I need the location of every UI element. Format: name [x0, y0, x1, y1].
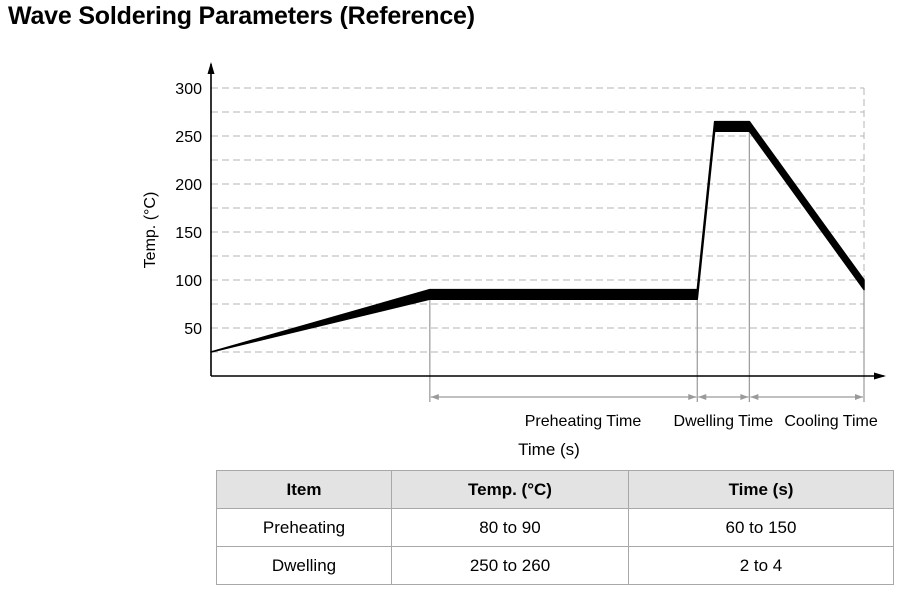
- grid-lines: [211, 87, 865, 376]
- x-axis-arrowhead: [874, 372, 886, 380]
- y-tick-label: 250: [175, 129, 202, 146]
- table-row: Dwelling 250 to 260 2 to 4: [216, 546, 894, 585]
- x-axis-label: Time (s): [518, 440, 580, 459]
- page-title: Wave Soldering Parameters (Reference): [8, 2, 475, 30]
- parameter-table: Item Temp. (°C) Time (s) Preheating 80 t…: [216, 470, 894, 585]
- phase-arrow-head: [430, 394, 439, 400]
- y-tick-label: 200: [175, 177, 202, 194]
- y-tick-label: 150: [175, 225, 202, 242]
- soldering-profile-chart: 50 100 150 200 250 300 Preheating Time Dwellin…: [142, 62, 886, 459]
- phase-guide-lines: [429, 131, 865, 402]
- table-header-row: Item Temp. (°C) Time (s): [216, 470, 894, 509]
- phase-arrow-head: [688, 394, 697, 400]
- y-axis-label: Temp. (°C): [142, 192, 159, 269]
- table-cell: 60 to 150: [628, 508, 894, 547]
- table-cell: Dwelling: [216, 546, 392, 585]
- table-cell: 2 to 4: [628, 546, 894, 585]
- phase-arrow-head: [855, 394, 863, 400]
- phase-label: Dwelling Time: [674, 413, 774, 430]
- table-row: Preheating 80 to 90 60 to 150: [216, 508, 894, 547]
- header-item: Item: [216, 470, 392, 509]
- table-cell: 80 to 90: [391, 508, 629, 547]
- phase-label: Cooling Time: [784, 413, 877, 430]
- y-axis-arrowhead: [207, 62, 215, 74]
- y-tick-label: 300: [175, 81, 202, 98]
- axes: [207, 62, 886, 380]
- header-temp: Temp. (°C): [391, 470, 629, 509]
- y-tick-label: 100: [175, 273, 202, 290]
- table-cell: 250 to 260: [391, 546, 629, 585]
- phase-arrow-head: [750, 394, 759, 400]
- phase-arrows: Preheating Time Dwelling Time Cooling Time: [430, 394, 878, 430]
- temperature-band: [210, 120, 865, 353]
- header-time: Time (s): [628, 470, 894, 509]
- y-tick-label: 50: [184, 321, 202, 338]
- phase-arrow-head: [740, 394, 749, 400]
- table-cell: Preheating: [216, 508, 392, 547]
- temperature-profile: [210, 120, 865, 353]
- phase-label: Preheating Time: [525, 413, 642, 430]
- y-tick-labels: 50 100 150 200 250 300: [175, 81, 202, 338]
- phase-arrow-head: [698, 394, 707, 400]
